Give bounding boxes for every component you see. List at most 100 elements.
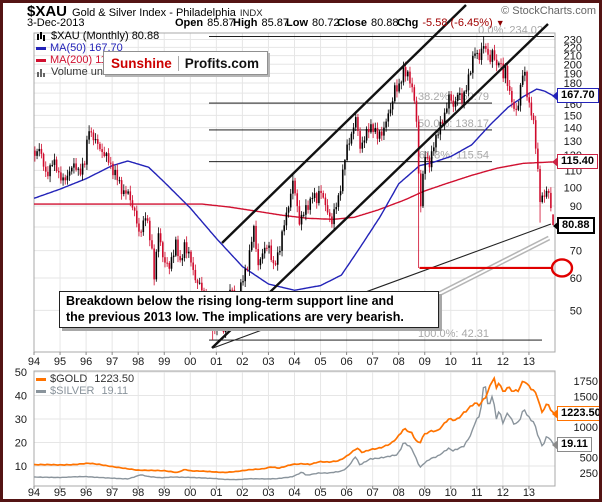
sunshine-profits-watermark: Sunshine Profits.com [103, 51, 269, 75]
annotation-line-1: Breakdown below the rising long-term sup… [66, 294, 394, 308]
fib-label: 61.8%: 115.54 [419, 150, 489, 162]
volume-bars-icon [36, 68, 47, 77]
main-y-tick: 220 [564, 42, 582, 54]
silver-price-badge: 19.11 [552, 437, 592, 452]
legend-silver-row: $SILVER 19.11 [36, 385, 134, 397]
bottom-x-tick: 03 [262, 487, 274, 499]
bottom-x-tick: 98 [132, 487, 144, 499]
main-x-tick: 96 [80, 356, 92, 368]
main-x-tick: 08 [393, 356, 405, 368]
axis-ticks [33, 352, 530, 489]
main-y-tick: 130 [564, 136, 582, 148]
main-x-tick: 97 [106, 356, 118, 368]
ma200-swatch-icon [36, 58, 46, 62]
legend-silver-name: $SILVER [50, 385, 95, 397]
bottom-right-tick: 500 [580, 453, 598, 465]
main-x-tick: 99 [158, 356, 170, 368]
bottom-right-tick: 1750 [574, 376, 598, 388]
legend-symbol-row: $XAU (Monthly) 80.88 [36, 30, 159, 42]
main-y-tick: 210 [564, 51, 582, 63]
legend-gold-row: $GOLD 1223.50 [36, 373, 134, 385]
last-close-price-badge: 80.88 [553, 217, 595, 234]
main-y-tick: 150 [564, 110, 582, 122]
gold-price-badge: 1223.50 [552, 406, 602, 421]
legend-volume-label: Volume undef [51, 66, 119, 78]
watermark-brand: Sunshine [104, 55, 179, 71]
bottom-x-tick: 07 [367, 487, 379, 499]
legend-gold-name: $GOLD [50, 373, 88, 385]
main-x-tick: 12 [497, 356, 509, 368]
legend-volume-row: Volume undef [36, 66, 159, 78]
main-y-tick: 190 [564, 68, 582, 80]
rising-channel-upper-line [221, 4, 467, 244]
bottom-x-tick: 02 [236, 487, 248, 499]
bottom-left-tick: 50 [15, 367, 27, 379]
quote-high: High 85.87 [233, 17, 289, 29]
bottom-right-tick: 1500 [574, 391, 598, 403]
gold-swatch-icon [36, 377, 46, 381]
legend-gold-value: 1223.50 [94, 373, 135, 385]
main-x-tick: 01 [210, 356, 222, 368]
main-x-tick: 94 [28, 356, 40, 368]
silver-line [34, 385, 555, 481]
bottom-left-tick: 30 [15, 414, 27, 426]
breakdown-annotation-box: Breakdown below the rising long-term sup… [59, 291, 439, 328]
fib-label: 0.0%: 234.02 [478, 24, 543, 36]
bottom-x-tick: 13 [523, 487, 535, 499]
gold-line [34, 375, 555, 474]
quote-date: 3-Dec-2013 [27, 17, 85, 29]
quote-low: Low 80.72 [286, 17, 340, 29]
index-title: Gold & Silver Index - Philadelphia [72, 7, 236, 19]
bottom-left-tick: 20 [15, 438, 27, 450]
main-x-tick: 06 [340, 356, 352, 368]
bottom-x-tick: 10 [445, 487, 457, 499]
quote-open: Open 85.87 [175, 17, 235, 29]
bottom-x-tick: 05 [314, 487, 326, 499]
bottom-left-tick: 10 [15, 461, 27, 473]
bottom-x-tick: 08 [393, 487, 405, 499]
ma200-line [34, 161, 553, 220]
main-y-tick: 70 [570, 246, 582, 258]
exchange-label: INDX [239, 8, 263, 19]
candlestick-icon [36, 31, 47, 41]
bottom-right-tick: 1000 [574, 422, 598, 434]
ma50-price-badge: 167.70 [552, 88, 599, 103]
bottom-x-tick: 06 [340, 487, 352, 499]
main-x-tick: 09 [419, 356, 431, 368]
main-y-tick: 230 [564, 35, 582, 47]
ma50-swatch-icon [36, 46, 46, 50]
previous-low-highlight-circle [550, 258, 574, 278]
main-x-tick: 98 [132, 356, 144, 368]
main-y-tick: 140 [564, 123, 582, 135]
fib-label: 50.0%: 138.17 [418, 118, 489, 130]
quote-change: Chg -5.58 (-6.45%) ▼ [397, 17, 505, 29]
bottom-x-tick: 00 [184, 487, 196, 499]
main-x-tick: 07 [367, 356, 379, 368]
bottom-x-tick: 99 [158, 487, 170, 499]
main-y-tick: 180 [564, 78, 582, 90]
bottom-x-tick: 04 [288, 487, 300, 499]
bottom-x-tick: 95 [54, 487, 66, 499]
bottom-x-tick: 01 [210, 487, 222, 499]
bottom-x-tick: 94 [28, 487, 40, 499]
title-line: $XAU Gold & Silver Index - Philadelphia IN… [27, 3, 263, 21]
fib-label: 100.0%: 42.31 [418, 328, 489, 340]
long-term-support-line [212, 223, 552, 349]
ma200-price-badge: 115.40 [551, 154, 599, 169]
copyright-link[interactable]: © StockCharts.com [501, 5, 596, 17]
main-x-tick: 11 [471, 356, 482, 368]
main-x-tick: 05 [314, 356, 326, 368]
main-x-tick: 00 [184, 356, 196, 368]
silver-swatch-icon [36, 389, 46, 393]
main-x-tick: 95 [54, 356, 66, 368]
main-y-tick: 100 [564, 182, 582, 194]
main-y-tick: 60 [570, 273, 582, 285]
legend-silver-value: 19.11 [101, 385, 129, 397]
main-y-tick: 90 [570, 201, 582, 213]
bottom-chart-legend: $GOLD 1223.50 $SILVER 19.11 [36, 373, 134, 397]
main-y-tick: 200 [564, 59, 582, 71]
main-x-tick: 13 [523, 356, 535, 368]
bottom-x-tick: 97 [106, 487, 118, 499]
candlestick-series [34, 36, 554, 341]
